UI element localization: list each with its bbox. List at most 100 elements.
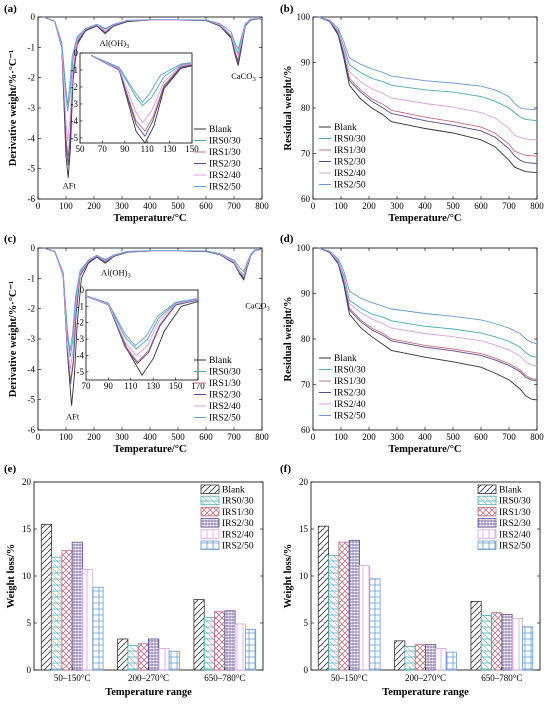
y-tick-label: 90 bbox=[301, 289, 311, 299]
x-tick-label: 0 bbox=[36, 432, 41, 442]
legend-label: IRS0/30 bbox=[209, 368, 241, 378]
y-tick-label: 20 bbox=[22, 477, 32, 487]
y-axis-label: Derivative weight/%·°C⁻¹ bbox=[8, 281, 19, 397]
inset-frame bbox=[79, 52, 193, 144]
series-line bbox=[318, 247, 538, 345]
bar bbox=[61, 550, 73, 671]
y-tick-label: -2 bbox=[28, 73, 36, 83]
x-axis-label: Temperature range bbox=[382, 687, 469, 698]
category-label: 200–270°C bbox=[405, 673, 446, 683]
annotation-aloh3: Al(OH)3 bbox=[100, 38, 130, 50]
legend-swatch bbox=[477, 484, 497, 494]
legend-label: IRS2/40 bbox=[334, 169, 366, 179]
x-tick-label: 200 bbox=[362, 432, 376, 442]
inset-y-tick-label: -3 bbox=[71, 99, 79, 109]
legend-swatch bbox=[477, 529, 497, 539]
legend-label: IRS2/40 bbox=[209, 402, 241, 412]
inset-x-tick-label: 70 bbox=[98, 144, 108, 154]
inset-y-tick-label: -2 bbox=[77, 318, 85, 328]
inset-bg bbox=[86, 290, 198, 380]
bar bbox=[234, 623, 246, 671]
legend-label: IRS2/30 bbox=[222, 519, 254, 529]
inset-y-tick-label: 0 bbox=[74, 48, 79, 58]
inset-x-tick-label: 90 bbox=[120, 144, 130, 154]
y-axis-label: Weight loss/% bbox=[283, 544, 294, 608]
legend-swatch bbox=[200, 529, 220, 539]
legend-swatch bbox=[477, 495, 497, 506]
y-tick-label: 15 bbox=[22, 524, 32, 534]
inset-x-tick-label: 90 bbox=[104, 381, 114, 391]
legend-label: IRS2/50 bbox=[209, 414, 241, 424]
bar bbox=[328, 554, 340, 671]
legend-label: IRS0/30 bbox=[334, 366, 366, 376]
x-tick-label: 400 bbox=[418, 201, 432, 211]
x-tick-label: 600 bbox=[199, 432, 213, 442]
x-tick-label: 800 bbox=[255, 432, 269, 442]
x-tick-label: 400 bbox=[418, 432, 432, 442]
inset-series-line bbox=[86, 295, 198, 350]
bar bbox=[168, 650, 180, 671]
inset-series-line bbox=[90, 55, 192, 138]
y-tick-label: -3 bbox=[28, 103, 36, 113]
x-axis-label: Temperature/°C bbox=[388, 444, 461, 455]
y-tick-label: 20 bbox=[299, 477, 309, 487]
x-tick-label: 200 bbox=[87, 432, 101, 442]
legend-label: IRS2/30 bbox=[334, 158, 366, 168]
inset-x-tick-label: 130 bbox=[146, 381, 160, 391]
legend-swatch bbox=[200, 518, 220, 528]
y-tick-label: -3 bbox=[28, 334, 36, 344]
legend-swatch bbox=[477, 506, 497, 517]
x-tick-label: 500 bbox=[446, 432, 460, 442]
x-tick-label: 400 bbox=[143, 432, 157, 442]
legend-label: Blank bbox=[209, 356, 232, 366]
bar bbox=[414, 644, 426, 671]
x-tick-label: 700 bbox=[502, 432, 516, 442]
legend-label: IRS0/30 bbox=[499, 497, 531, 507]
x-tick-label: 200 bbox=[87, 201, 101, 211]
legend-label: IRS2/50 bbox=[334, 412, 366, 422]
y-tick-label: 10 bbox=[299, 571, 309, 581]
x-tick-label: 500 bbox=[446, 201, 460, 211]
inset-x-tick-label: 150 bbox=[169, 381, 183, 391]
legend-label: IRS2/30 bbox=[209, 391, 241, 401]
x-tick-label: 600 bbox=[199, 201, 213, 211]
annotation-aft: AFt bbox=[66, 411, 80, 421]
y-axis-label: Residual weight/% bbox=[283, 297, 294, 382]
legend-swatch bbox=[477, 518, 497, 528]
legend-label: IRS2/50 bbox=[209, 183, 241, 193]
panel-label: (e) bbox=[4, 463, 17, 475]
x-axis-label: Temperature/°C bbox=[113, 444, 186, 455]
legend-label: IRS0/30 bbox=[209, 137, 241, 147]
category-label: 650–780°C bbox=[481, 673, 522, 683]
x-tick-label: 400 bbox=[143, 201, 157, 211]
panel-label: (f) bbox=[280, 463, 291, 475]
x-tick-label: 300 bbox=[115, 201, 129, 211]
legend-label: Blank bbox=[334, 123, 357, 133]
inset-frame bbox=[85, 289, 199, 381]
y-tick-label: -6 bbox=[28, 194, 36, 204]
inset-y-tick-label: -4 bbox=[71, 116, 79, 126]
legend-label: IRS1/30 bbox=[334, 377, 366, 387]
y-tick-label: 70 bbox=[301, 149, 311, 159]
bar bbox=[127, 645, 139, 671]
y-tick-label: 15 bbox=[299, 524, 309, 534]
legend-label: IRS0/30 bbox=[334, 135, 366, 145]
bar bbox=[338, 541, 350, 671]
bar bbox=[501, 614, 513, 671]
bar bbox=[224, 610, 236, 671]
x-axis-label: Temperature/°C bbox=[388, 213, 461, 224]
y-tick-label: 100 bbox=[297, 243, 311, 253]
y-tick-label: 100 bbox=[297, 12, 311, 22]
legend-label: IRS2/30 bbox=[209, 160, 241, 170]
y-axis-label: Derivative weight/%·°C⁻¹ bbox=[8, 50, 19, 166]
legend-label: IRS2/30 bbox=[499, 519, 531, 529]
bar bbox=[445, 651, 457, 671]
x-tick-label: 100 bbox=[334, 201, 348, 211]
legend-label: Blank bbox=[334, 354, 357, 364]
x-tick-label: 0 bbox=[311, 201, 316, 211]
bar bbox=[71, 541, 83, 671]
panel-label: (a) bbox=[4, 3, 17, 15]
y-tick-label: -4 bbox=[28, 133, 36, 143]
